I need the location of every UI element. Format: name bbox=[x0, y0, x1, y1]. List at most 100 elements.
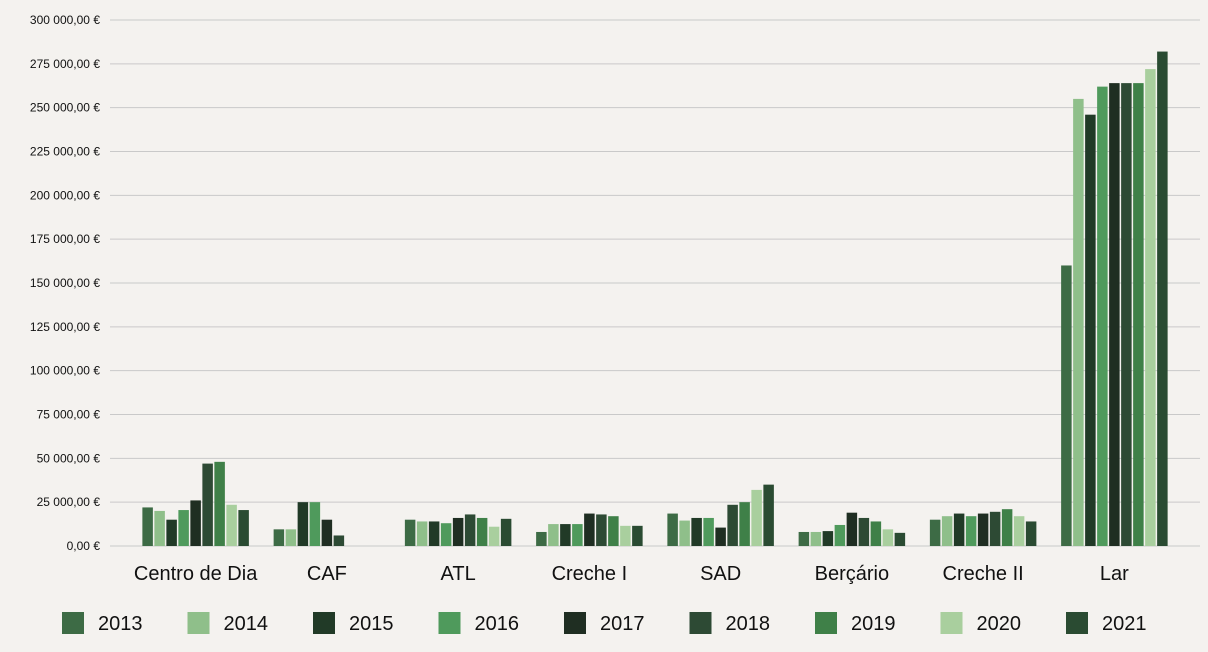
legend-swatch bbox=[187, 612, 210, 634]
y-tick-label: 100 000,00 € bbox=[30, 364, 100, 378]
bar-2015-3 bbox=[560, 524, 571, 546]
category-label: CAF bbox=[307, 563, 347, 585]
bar-2016-2 bbox=[440, 523, 452, 546]
y-tick-label: 250 000,00 € bbox=[30, 101, 100, 115]
bar-2017-1 bbox=[321, 519, 333, 546]
category-label: Creche I bbox=[552, 563, 628, 585]
legend-label: 2013 bbox=[98, 613, 143, 635]
legend-label: 2017 bbox=[600, 613, 645, 635]
grid bbox=[110, 19, 1200, 547]
bar-2016-7 bbox=[1097, 86, 1108, 547]
category-label: Creche II bbox=[943, 563, 1024, 585]
legend-label: 2016 bbox=[475, 613, 520, 635]
bar-2018-2 bbox=[464, 514, 476, 546]
bar-2013-4 bbox=[667, 513, 678, 546]
bar-2016-1 bbox=[309, 502, 321, 546]
legend: 2013 2014 2015 2016 2017 2018 2019 2020 2021 bbox=[62, 612, 1147, 635]
y-tick-label: 225 000,00 € bbox=[30, 145, 100, 159]
bar-2016-4 bbox=[703, 517, 714, 546]
y-tick-label: 200 000,00 € bbox=[30, 188, 100, 202]
bar-2015-6 bbox=[953, 513, 965, 546]
legend-swatch bbox=[940, 612, 963, 634]
legend-label: 2018 bbox=[726, 613, 771, 635]
bar-2019-2 bbox=[476, 517, 488, 546]
bar-2021-0 bbox=[238, 510, 249, 546]
legend-swatch bbox=[62, 612, 84, 634]
bar-2020-5 bbox=[882, 529, 894, 546]
bar-2016-3 bbox=[572, 524, 583, 546]
bar-2020-4 bbox=[751, 489, 762, 546]
bar-2018-0 bbox=[202, 463, 213, 546]
bar-2021-4 bbox=[763, 484, 774, 546]
y-tick-label: 25 000,00 € bbox=[37, 495, 101, 509]
bar-2014-3 bbox=[548, 524, 559, 546]
bar-2017-3 bbox=[584, 513, 595, 546]
bar-2017-6 bbox=[977, 513, 989, 546]
bar-2015-2 bbox=[428, 521, 440, 546]
bar-2019-0 bbox=[214, 461, 225, 546]
bar-2018-7 bbox=[1121, 83, 1132, 547]
bar-2015-4 bbox=[691, 517, 702, 546]
bar-2014-2 bbox=[416, 521, 428, 546]
bar-2017-7 bbox=[1109, 83, 1120, 547]
bar-2020-7 bbox=[1145, 69, 1156, 547]
legend-label: 2019 bbox=[851, 613, 896, 635]
bar-2021-2 bbox=[500, 518, 512, 546]
legend-label: 2014 bbox=[224, 613, 269, 635]
bars bbox=[142, 51, 1168, 547]
legend-swatch bbox=[1066, 612, 1088, 634]
legend-label: 2020 bbox=[977, 613, 1022, 635]
bar-2016-5 bbox=[834, 524, 846, 546]
bar-2018-3 bbox=[596, 514, 607, 546]
bar-2021-6 bbox=[1025, 521, 1037, 546]
category-label: Berçário bbox=[815, 563, 889, 585]
y-tick-label: 50 000,00 € bbox=[37, 451, 101, 465]
y-tick-label: 150 000,00 € bbox=[30, 276, 100, 290]
bar-2020-6 bbox=[1013, 516, 1025, 546]
bar-2020-0 bbox=[226, 504, 237, 546]
y-tick-label: 300 000,00 € bbox=[30, 13, 100, 27]
bar-2013-6 bbox=[929, 519, 941, 546]
bar-2018-1 bbox=[333, 535, 345, 546]
bar-2021-5 bbox=[894, 532, 906, 546]
y-tick-label: 175 000,00 € bbox=[30, 232, 100, 246]
bar-2020-2 bbox=[488, 526, 500, 546]
bar-2015-7 bbox=[1085, 114, 1096, 547]
bar-2018-5 bbox=[858, 517, 870, 546]
legend-swatch bbox=[815, 612, 837, 634]
bar-2013-5 bbox=[798, 531, 810, 546]
legend-swatch bbox=[438, 612, 461, 634]
legend-label: 2015 bbox=[349, 613, 394, 635]
bar-2013-3 bbox=[536, 531, 547, 546]
category-label: ATL bbox=[441, 563, 476, 585]
bar-2017-4 bbox=[715, 527, 726, 546]
legend-swatch bbox=[689, 612, 712, 634]
bar-2014-4 bbox=[679, 520, 690, 546]
bar-2014-1 bbox=[285, 529, 297, 546]
bar-2017-0 bbox=[190, 500, 201, 546]
y-tick-label: 0,00 € bbox=[67, 539, 101, 553]
bar-2019-7 bbox=[1133, 83, 1144, 547]
bar-2021-7 bbox=[1157, 51, 1168, 547]
bar-2015-1 bbox=[297, 502, 309, 546]
bar-2014-7 bbox=[1073, 98, 1084, 547]
y-tick-label: 125 000,00 € bbox=[30, 320, 100, 334]
bar-2014-5 bbox=[810, 531, 822, 546]
bar-2015-5 bbox=[822, 531, 834, 546]
x-axis-categories: Centro de Dia CAF ATL Creche I SAD Berçário Cr… bbox=[134, 563, 1129, 585]
bar-2014-0 bbox=[154, 510, 165, 546]
bar-2019-5 bbox=[870, 521, 882, 546]
bar-2018-4 bbox=[727, 504, 738, 546]
y-tick-label: 275 000,00 € bbox=[30, 57, 100, 71]
bar-2013-1 bbox=[273, 529, 285, 546]
category-label: Centro de Dia bbox=[134, 563, 258, 585]
bar-2019-3 bbox=[608, 516, 619, 546]
bar-2014-6 bbox=[941, 516, 953, 546]
bar-2013-2 bbox=[404, 519, 416, 546]
bar-2019-6 bbox=[1001, 509, 1013, 546]
bar-2020-3 bbox=[620, 525, 631, 546]
category-label: SAD bbox=[700, 563, 741, 585]
bar-2016-0 bbox=[178, 510, 189, 546]
